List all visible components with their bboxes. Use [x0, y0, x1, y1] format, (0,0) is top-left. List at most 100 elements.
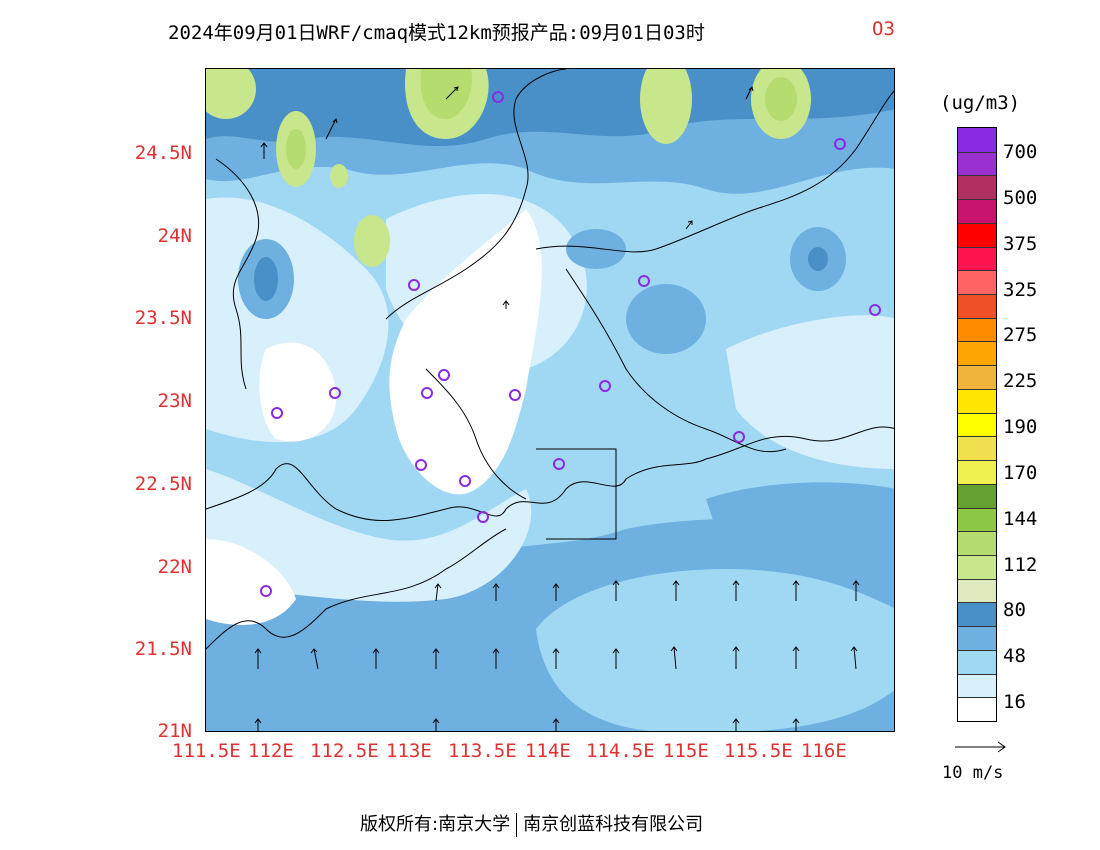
west-coast-light-zone — [206, 469, 532, 602]
southwest-white-core — [206, 539, 296, 625]
wind-arrow-row-mid — [434, 580, 860, 602]
boundary-northeast — [535, 90, 894, 253]
colorbar — [957, 127, 997, 722]
green-patch-mid — [354, 215, 390, 267]
colorbar-segment — [958, 436, 996, 461]
station-markers — [260, 91, 881, 597]
colorbar-label-144: 144 — [1003, 508, 1038, 530]
station-marker — [733, 431, 745, 443]
lat-label-21-5: 21.5N — [134, 638, 192, 660]
colorbar-segment — [958, 341, 996, 366]
lon-label-114: 114E — [525, 740, 571, 762]
station-marker — [438, 369, 450, 381]
lat-label-23-5: 23.5N — [134, 307, 192, 329]
colorbar-segment — [958, 460, 996, 484]
colorbar-label-190: 190 — [1003, 416, 1038, 438]
station-marker — [553, 458, 565, 470]
colorbar-segment — [958, 554, 996, 579]
station-marker — [415, 459, 427, 471]
wind-reference-label: 10 m/s — [942, 763, 1004, 783]
green-patch-nw — [206, 69, 256, 119]
station-marker — [638, 275, 650, 287]
boundary-west — [215, 158, 260, 390]
lat-label-21: 21N — [157, 720, 192, 742]
station-marker — [260, 585, 272, 597]
title-main: 2024年09月01日WRF/cmaq模式12km预报产品:09月01日03时 — [168, 22, 705, 44]
colorbar-label-170: 170 — [1003, 462, 1038, 484]
east-coast-band — [706, 482, 894, 549]
dark-blob-4 — [566, 229, 626, 269]
colorbar-segment — [958, 697, 996, 721]
colorbar-label-275: 275 — [1003, 324, 1038, 346]
colorbar-segment — [958, 483, 996, 508]
green-patch-north-core — [420, 69, 472, 119]
colorbar-segment — [958, 649, 996, 674]
station-marker — [492, 91, 504, 103]
green-patch-small — [330, 164, 348, 188]
colorbar-label-500: 500 — [1003, 187, 1038, 209]
title-species: O3 — [872, 18, 895, 40]
lon-label-113-5: 113.5E — [448, 740, 517, 762]
colorbar-label-16: 16 — [1003, 691, 1026, 713]
colorbar-segment — [958, 270, 996, 295]
colorbar-label-80: 80 — [1003, 599, 1026, 621]
station-marker — [459, 475, 471, 487]
central-white-core — [389, 209, 542, 495]
map-canvas — [206, 69, 894, 731]
coastline — [206, 426, 894, 521]
colorbar-segment — [958, 246, 996, 271]
hk-boundary — [536, 448, 617, 540]
offshore-light-band — [536, 569, 894, 731]
lon-label-112: 112E — [248, 740, 294, 762]
station-marker — [408, 279, 420, 291]
station-marker — [271, 407, 283, 419]
west-coastline — [206, 528, 507, 650]
lon-label-115-5: 115.5E — [724, 740, 793, 762]
copyright-footer: 版权所有:南京大学 南京创蓝科技有限公司 — [360, 810, 703, 837]
lon-label-113: 113E — [386, 740, 432, 762]
wind-arrow-row-south — [254, 646, 858, 670]
lat-label-23: 23N — [157, 390, 192, 412]
station-marker — [869, 304, 881, 316]
copyright-separator — [516, 813, 518, 837]
colorbar-segment — [958, 673, 996, 698]
lon-label-116: 116E — [801, 740, 847, 762]
wind-vectors — [254, 86, 860, 731]
colorbar-segment — [958, 412, 996, 437]
lat-label-22-5: 22.5N — [134, 473, 192, 495]
colorbar-label-112: 112 — [1003, 554, 1038, 576]
colorbar-label-325: 325 — [1003, 279, 1038, 301]
wind-arrow-row-north — [260, 86, 754, 309]
colorbar-segment — [958, 365, 996, 389]
copyright-suffix: 南京创蓝科技有限公司 — [523, 814, 704, 835]
green-patch-ne-1 — [640, 69, 692, 144]
colorbar-segment — [958, 317, 996, 342]
east-light-zone — [726, 315, 894, 469]
lat-label-24: 24N — [157, 225, 192, 247]
station-marker — [329, 387, 341, 399]
station-marker — [599, 380, 611, 392]
dark-blob-1-core — [254, 257, 278, 301]
colorbar-segment — [958, 199, 996, 223]
colorbar-label-225: 225 — [1003, 370, 1038, 392]
colorbar-label-375: 375 — [1003, 233, 1038, 255]
colorbar-segment — [958, 626, 996, 650]
colorbar-segment — [958, 388, 996, 413]
colorbar-segment — [958, 578, 996, 603]
colorbar-segment — [958, 294, 996, 318]
boundary-delta — [425, 368, 527, 500]
colorbar-segment — [958, 531, 996, 555]
colorbar-label-48: 48 — [1003, 645, 1026, 667]
green-patch-west-core — [286, 129, 306, 169]
copyright-prefix: 版权所有:南京大学 — [360, 814, 511, 835]
wind-arrow-row-bottom — [254, 718, 800, 731]
lat-label-24-5: 24.5N — [134, 142, 192, 164]
lon-label-114-5: 114.5E — [586, 740, 655, 762]
station-marker — [421, 387, 433, 399]
colorbar-unit: (ug/m3) — [940, 92, 1021, 114]
northern-dark-band — [206, 69, 894, 146]
colorbar-segment — [958, 507, 996, 532]
wind-reference-arrow — [955, 741, 1006, 753]
ozone-concentration-map — [205, 68, 895, 732]
colorbar-segment — [958, 602, 996, 627]
